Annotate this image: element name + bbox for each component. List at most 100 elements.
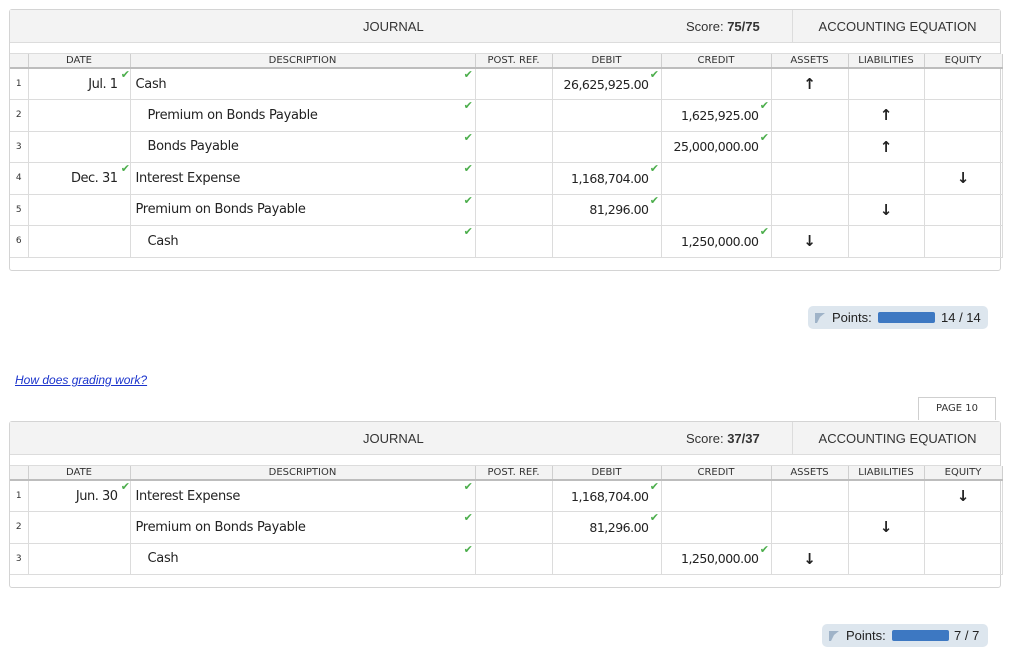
checkmark-icon: ✔	[759, 99, 769, 112]
assets-cell[interactable]	[771, 194, 849, 226]
table-row: 6 Cash ✔ 1,250,000.00 ✔ ↓	[10, 225, 1003, 258]
post-ref-cell[interactable]	[475, 68, 553, 100]
equity-header: EQUITY	[924, 54, 1003, 69]
debit-cell[interactable]: 1,168,704.00 ✔	[552, 162, 662, 195]
grading-help-link[interactable]: How does grading work?	[15, 373, 148, 387]
checkmark-icon: ✔	[649, 511, 659, 524]
credit-cell[interactable]: 1,625,925.00 ✔	[661, 99, 772, 132]
debit-cell[interactable]	[552, 131, 662, 163]
assets-cell[interactable]: ↓	[771, 225, 849, 258]
description-value: Bonds Payable	[147, 139, 239, 155]
post-ref-cell[interactable]	[475, 511, 553, 544]
credit-cell[interactable]	[661, 480, 772, 512]
description-cell[interactable]: Cash ✔	[130, 225, 476, 258]
checkmark-icon: ✔	[120, 480, 130, 493]
liabilities-cell[interactable]: ↓	[848, 511, 925, 544]
header-spacer	[10, 43, 1000, 54]
equity-cell[interactable]	[924, 99, 1003, 132]
points-indicator: Points: 14 / 14	[808, 306, 988, 329]
post-ref-cell[interactable]	[475, 99, 553, 132]
post-ref-cell[interactable]	[475, 162, 553, 195]
credit-cell[interactable]: 1,250,000.00 ✔	[661, 225, 772, 258]
assets-cell[interactable]	[771, 162, 849, 195]
liabilities-cell[interactable]	[848, 162, 925, 195]
page-tab[interactable]: PAGE 10	[918, 397, 996, 420]
equity-cell[interactable]: ↓	[924, 480, 1003, 512]
liabilities-cell[interactable]	[848, 68, 925, 100]
date-cell[interactable]	[28, 131, 131, 163]
post-ref-cell[interactable]	[475, 194, 553, 226]
checkmark-icon: ✔	[120, 162, 130, 175]
date-cell[interactable]: Jun. 30 ✔	[28, 480, 131, 512]
journal-panel-1: JOURNAL Score: 75/75 ACCOUNTING EQUATION…	[9, 9, 1003, 271]
liabilities-cell[interactable]: ↑	[848, 131, 925, 163]
debit-cell[interactable]: 1,168,704.00 ✔	[552, 480, 662, 512]
post-ref-cell[interactable]	[475, 131, 553, 163]
assets-cell[interactable]	[771, 480, 849, 512]
checkmark-icon: ✔	[463, 480, 473, 493]
description-cell[interactable]: Bonds Payable ✔	[130, 131, 476, 163]
description-cell[interactable]: Premium on Bonds Payable ✔	[130, 194, 476, 226]
date-cell[interactable]	[28, 225, 131, 258]
post-ref-cell[interactable]	[475, 225, 553, 258]
assets-cell[interactable]	[771, 131, 849, 163]
credit-cell[interactable]: 1,250,000.00 ✔	[661, 543, 772, 575]
credit-cell[interactable]	[661, 68, 772, 100]
equity-cell[interactable]	[924, 194, 1003, 226]
equity-header: EQUITY	[924, 466, 1003, 481]
credit-cell[interactable]	[661, 511, 772, 544]
date-cell[interactable]	[28, 511, 131, 544]
date-cell[interactable]	[28, 194, 131, 226]
liabilities-cell[interactable]	[848, 543, 925, 575]
description-cell[interactable]: Cash ✔	[130, 68, 476, 100]
equity-cell[interactable]	[924, 543, 1003, 575]
debit-cell[interactable]: 81,296.00 ✔	[552, 511, 662, 544]
debit-cell[interactable]	[552, 543, 662, 575]
description-value: Interest Expense	[135, 488, 241, 504]
points-label: Points:	[832, 310, 872, 325]
description-cell[interactable]: Interest Expense ✔	[130, 480, 476, 512]
equity-cell[interactable]	[924, 225, 1003, 258]
liabilities-cell[interactable]	[848, 480, 925, 512]
score-value: 37/37	[727, 431, 760, 446]
debit-cell[interactable]: 81,296.00 ✔	[552, 193, 662, 226]
credit-cell[interactable]	[661, 194, 772, 226]
credit-cell[interactable]	[661, 162, 772, 195]
assets-cell[interactable]	[771, 511, 849, 544]
table-row: 1 Jul. 1 ✔ Cash ✔ 26,625,925.00 ✔ ↑	[10, 68, 1003, 100]
credit-cell[interactable]: 25,000,000.00 ✔	[661, 131, 772, 163]
credit-header: CREDIT	[661, 466, 772, 481]
description-cell[interactable]: Interest Expense ✔	[130, 162, 476, 195]
description-cell[interactable]: Cash ✔	[130, 543, 476, 575]
accounting-equation-title: ACCOUNTING EQUATION	[792, 422, 1002, 455]
table-row: 2 Premium on Bonds Payable ✔ 1,625,925.00…	[10, 99, 1003, 132]
debit-cell[interactable]: 26,625,925.00 ✔	[552, 68, 662, 100]
date-cell[interactable]: Dec. 31 ✔	[28, 162, 131, 195]
table-row: 3 Cash ✔ 1,250,000.00 ✔ ↓	[10, 543, 1003, 575]
equity-cell[interactable]: ↓	[924, 162, 1003, 195]
assets-cell[interactable]: ↓	[771, 543, 849, 575]
checkmark-icon: ✔	[649, 193, 659, 207]
liabilities-cell[interactable]	[848, 225, 925, 258]
date-cell[interactable]	[28, 543, 131, 575]
journal-title: JOURNAL	[363, 19, 424, 34]
liabilities-cell[interactable]: ↑	[848, 99, 925, 132]
equity-cell[interactable]	[924, 511, 1003, 544]
equity-cell[interactable]	[924, 68, 1003, 100]
date-cell[interactable]: Jul. 1 ✔	[28, 68, 131, 100]
debit-cell[interactable]	[552, 225, 662, 258]
assets-cell[interactable]: ↑	[771, 68, 849, 100]
equity-cell[interactable]	[924, 131, 1003, 163]
description-cell[interactable]: Premium on Bonds Payable ✔	[130, 511, 476, 544]
description-cell[interactable]: Premium on Bonds Payable ✔	[130, 99, 476, 132]
points-progress-bar	[878, 312, 935, 323]
date-cell[interactable]	[28, 99, 131, 132]
liabilities-cell[interactable]: ↓	[848, 194, 925, 226]
score-label: Score:	[686, 19, 724, 34]
debit-cell[interactable]	[552, 99, 662, 132]
post-ref-cell[interactable]	[475, 543, 553, 575]
assets-cell[interactable]	[771, 99, 849, 132]
checkmark-icon: ✔	[463, 99, 473, 112]
post-ref-cell[interactable]	[475, 480, 553, 512]
date-header: DATE	[28, 54, 131, 69]
